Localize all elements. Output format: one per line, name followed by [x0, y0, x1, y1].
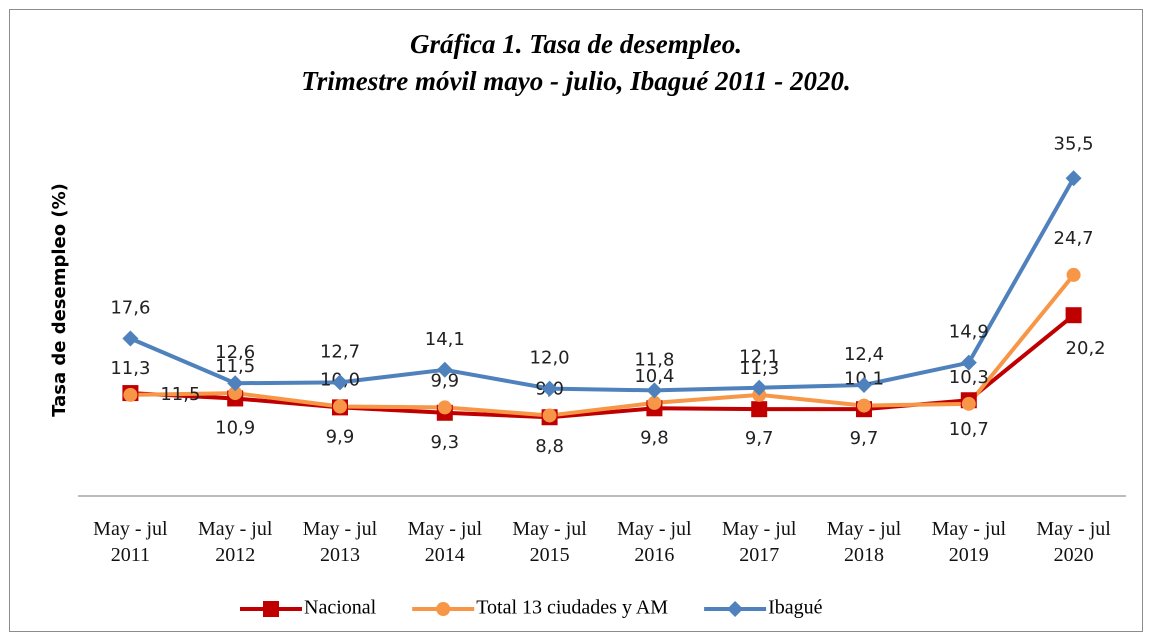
legend-label: Ibagué [768, 597, 823, 619]
marker [647, 395, 662, 410]
legend-marker [436, 602, 451, 616]
data-label: 10,9 [215, 417, 255, 438]
legend-item: Total 13 ciudades y AM [412, 597, 668, 619]
data-label: 9,9 [430, 370, 459, 391]
data-label: 14,9 [949, 322, 989, 343]
legend-label: Nacional [304, 597, 377, 619]
x-tick-label: May - jul 2017 [721, 518, 797, 566]
marker [646, 382, 663, 399]
data-label: 11,5 [215, 356, 255, 377]
marker [960, 354, 977, 371]
data-label: 10,3 [949, 367, 989, 388]
data-label: 9,8 [640, 427, 669, 448]
marker [751, 379, 768, 396]
legend-item: Nacional [240, 597, 377, 619]
marker [541, 380, 558, 397]
marker [228, 386, 243, 401]
marker [857, 398, 871, 413]
marker [961, 396, 976, 411]
x-tick-label: May - jul 2013 [302, 518, 378, 566]
data-label: 35,5 [1054, 133, 1094, 154]
marker [332, 374, 348, 391]
marker [751, 401, 768, 418]
legend-label: Total 13 ciudades y AM [476, 597, 668, 619]
x-tick-label: May - jul 2020 [1036, 518, 1111, 566]
legend-marker [263, 601, 279, 617]
marker [437, 400, 452, 415]
marker [1066, 267, 1081, 282]
x-tick-label: May - jul 2014 [407, 518, 483, 566]
data-label: 10,4 [634, 366, 674, 387]
marker [227, 375, 244, 392]
data-label: 11,3 [110, 358, 150, 379]
marker [436, 361, 453, 378]
marker [856, 377, 872, 394]
data-label: 10,7 [949, 419, 989, 440]
marker [542, 408, 557, 423]
data-label: 12,4 [844, 344, 884, 365]
data-label: 12,1 [739, 347, 779, 368]
chart-border [9, 9, 1143, 632]
data-label: 11,5 [160, 384, 200, 405]
legend-marker [727, 601, 744, 617]
data-label: 20,2 [1066, 338, 1106, 359]
x-tick-label: May - jul 2011 [93, 518, 168, 566]
marker [122, 330, 139, 347]
data-label: 12,7 [320, 341, 360, 362]
marker [333, 399, 347, 414]
marker [123, 387, 138, 402]
marker [1065, 307, 1082, 324]
series-line [129, 177, 1076, 393]
marker [1065, 170, 1082, 187]
data-label: 9,9 [326, 426, 355, 447]
x-tick-label: May - jul 2016 [617, 518, 692, 566]
y-axis-label: Tasa de desempleo (%) [49, 183, 70, 417]
data-label: 12,6 [215, 342, 255, 363]
data-label: 14,1 [425, 329, 465, 350]
x-tick-label: May - jul 2018 [826, 518, 902, 566]
series-line [130, 273, 1076, 418]
data-label: 9,3 [430, 432, 459, 453]
legend-item: Ibagué [704, 597, 823, 619]
chart-title: Gráfica 1. Tasa de desempleo. [410, 29, 742, 59]
data-label: 9,7 [850, 428, 879, 449]
data-label: 12,0 [530, 348, 570, 369]
x-tick-label: May - jul 2012 [197, 518, 273, 566]
data-label: 8,8 [535, 436, 564, 457]
data-label: 9,7 [745, 428, 774, 449]
data-label: 17,6 [110, 297, 150, 318]
data-label: 24,7 [1054, 228, 1094, 249]
data-label: 11,3 [739, 358, 779, 379]
x-tick-label: May - jul 2015 [512, 518, 587, 566]
chart-subtitle: Trimestre móvil mayo - julio, Ibagué 201… [301, 66, 850, 96]
data-label: 11,8 [634, 349, 674, 370]
x-tick-label: May - jul 2019 [931, 518, 1007, 566]
